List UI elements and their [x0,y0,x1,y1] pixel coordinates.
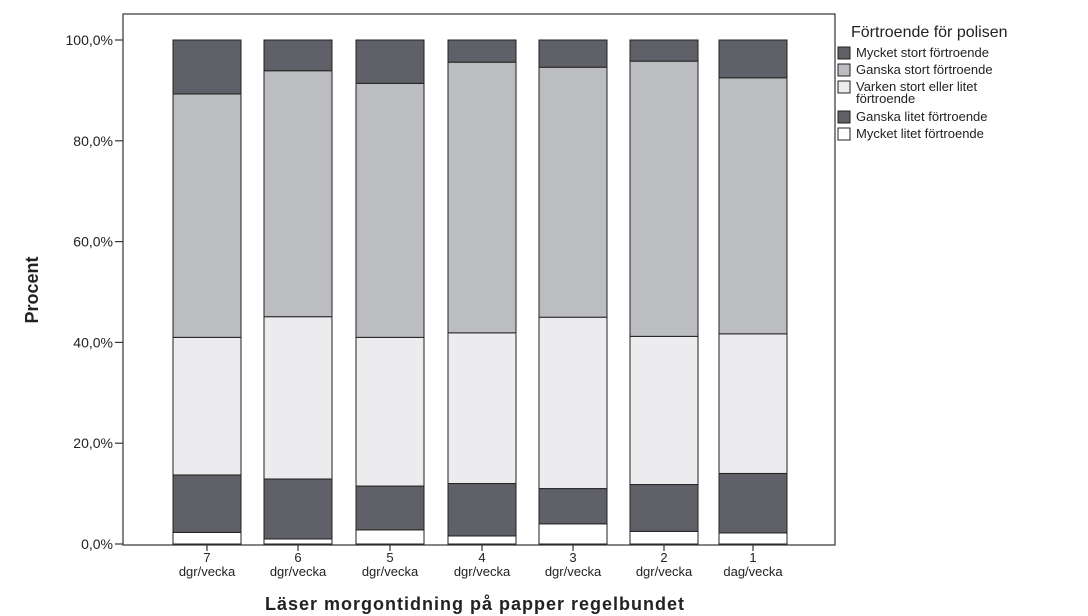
x-tick-label: 6 [294,550,301,565]
x-tick-label: 2 [660,550,667,565]
bar-segment-7-4 [718,77,788,335]
plot-frame [122,13,836,546]
legend: Förtroende för polisen Mycket stort fört… [837,24,1008,141]
y-axis-title: Procent [22,256,42,323]
y-tick-label: 0,0% [81,536,113,552]
plot-area [122,13,836,546]
x-tick-label: dgr/vecka [362,564,419,579]
x-tick-label: 1 [749,550,756,565]
legend-swatch [837,46,851,60]
x-tick-label: 7 [203,550,210,565]
bar-segment-4-1 [447,535,517,545]
bar-segment-6-3 [629,335,699,486]
legend-swatch [837,63,851,77]
legend-swatch [837,110,851,124]
y-axis: 0,0% 20,0% 40,0% 60,0% 80,0% 100,0% [66,32,123,552]
x-tick-label: 3 [569,550,576,565]
bar-segment-7-3 [718,333,788,474]
legend-label: Varken stort eller litet [856,79,978,94]
bar-segment-3-5 [355,39,425,84]
bar-segment-2-5 [263,39,333,72]
bar-segment-2-3 [263,316,333,480]
bar-segment-1-4 [172,93,242,338]
bar-segment-5-4 [538,66,608,318]
bar-segment-5-3 [538,316,608,490]
bar-segment-3-1 [355,529,425,545]
bar-segment-3-2 [355,485,425,531]
x-tick-label: dgr/vecka [270,564,327,579]
x-axis-title: Läser morgontidning på papper regelbunde… [265,594,685,614]
legend-label: Ganska litet förtroende [856,109,988,124]
legend-label: Mycket stort förtroende [856,45,989,60]
bar-segment-7-2 [718,472,788,534]
bar-segment-2-1 [263,538,333,545]
bar-segment-1-2 [172,474,242,533]
y-tick-label: 100,0% [66,32,113,48]
bar-segment-5-5 [538,39,608,68]
x-tick-label: 4 [478,550,485,565]
bar-segment-6-2 [629,484,699,532]
legend-swatch [837,80,851,94]
y-tick-label: 60,0% [73,234,113,250]
y-tick-label: 20,0% [73,435,113,451]
bar-segment-5-1 [538,523,608,545]
bar-segment-3-4 [355,82,425,338]
bar-segment-3-3 [355,336,425,487]
legend-label: förtroende [856,91,915,106]
bar-segment-6-1 [629,530,699,545]
x-tick-label: dgr/vecka [454,564,511,579]
legend-label: Ganska stort förtroende [856,62,993,77]
x-tick-label: 5 [386,550,393,565]
bar-segment-2-2 [263,478,333,540]
legend-label: Mycket litet förtroende [856,126,984,141]
bar-segment-1-5 [172,39,242,95]
x-tick-label: dgr/vecka [545,564,602,579]
x-tick-label: dag/vecka [723,564,783,579]
bar-segment-4-2 [447,483,517,537]
bar-segment-7-1 [718,532,788,545]
bar-segment-1-1 [172,531,242,545]
x-tick-label: dgr/vecka [636,564,693,579]
legend-swatch [837,127,851,141]
y-tick-label: 80,0% [73,133,113,149]
x-tick-label: dgr/vecka [179,564,236,579]
bar-segment-4-3 [447,332,517,485]
bar-segment-4-4 [447,61,517,334]
bars-group [172,39,788,545]
legend-title: Förtroende för polisen [851,24,1008,41]
y-tick-label: 40,0% [73,334,113,350]
bar-segment-5-2 [538,488,608,525]
bar-segment-6-4 [629,60,699,337]
bar-segment-1-3 [172,336,242,476]
bar-segment-6-5 [629,39,699,62]
bar-segment-4-5 [447,39,517,63]
x-axis: 7dgr/vecka6dgr/vecka5dgr/vecka4dgr/vecka… [179,545,783,579]
bar-segment-7-5 [718,39,788,79]
bar-segment-2-4 [263,70,333,318]
